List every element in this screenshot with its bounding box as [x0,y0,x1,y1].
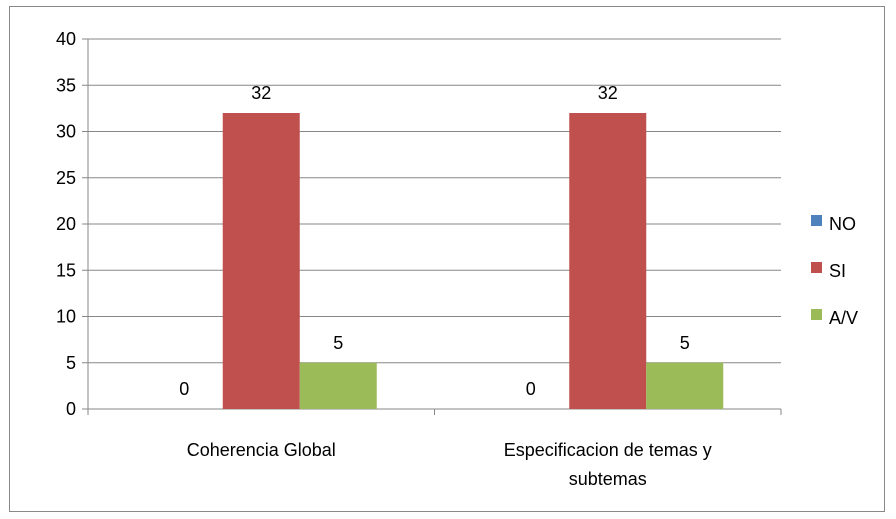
bar [222,113,300,409]
y-tick-label: 40 [56,29,76,49]
data-labels: 0 32 5 0 32 5 [179,83,690,399]
legend-label: A/V [829,308,858,328]
data-label: 5 [333,333,343,353]
y-tick-label: 25 [56,168,76,188]
legend-swatch [811,215,822,226]
bar [569,113,647,409]
bar [299,362,377,409]
chart-frame: 0 5 10 15 20 25 30 35 40 Coherencia Global Especif… [9,6,885,512]
x-category-label: subtemas [569,469,647,489]
y-tick-label: 35 [56,75,76,95]
legend-swatch [811,262,822,273]
x-category-label: Coherencia Global [187,440,336,460]
legend-swatch [811,309,822,320]
y-tick-label: 0 [66,399,76,419]
data-label: 0 [179,379,189,399]
bars [222,113,724,409]
y-tick-label: 10 [56,307,76,327]
data-label: 32 [251,83,271,103]
bar [646,362,724,409]
y-tick-label: 15 [56,260,76,280]
y-tick-label: 5 [66,353,76,373]
data-label: 32 [598,83,618,103]
y-tick-label: 30 [56,122,76,142]
y-tick-label: 20 [56,214,76,234]
legend-label: SI [829,261,846,281]
bar-chart: 0 5 10 15 20 25 30 35 40 Coherencia Global Especif… [56,29,858,489]
data-label: 0 [526,379,536,399]
gridlines [88,38,781,364]
x-category-label: Especificacion de temas y [504,440,712,460]
data-label: 5 [680,333,690,353]
axes: 0 5 10 15 20 25 30 35 40 Coherencia Global Especif… [56,29,782,489]
legend: NO SI A/V [811,214,858,328]
legend-label: NO [829,214,856,234]
